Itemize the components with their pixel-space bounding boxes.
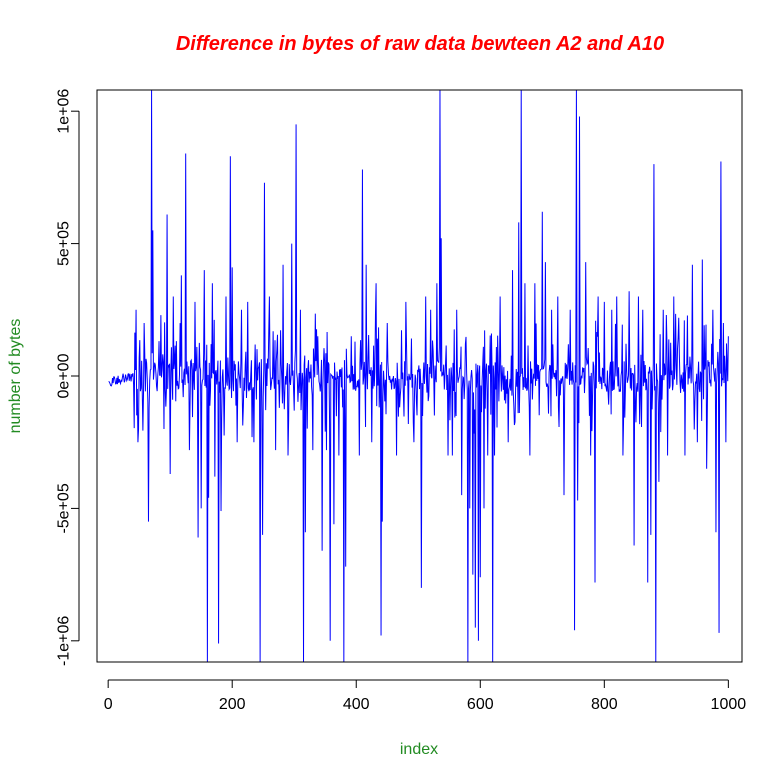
y-tick-label: 5e+05 xyxy=(56,221,73,266)
y-tick-label: -1e+06 xyxy=(56,616,73,666)
x-tick-label: 0 xyxy=(104,696,113,713)
chart-title: Difference in bytes of raw data bewteen … xyxy=(176,33,664,55)
y-tick-label: 0e+00 xyxy=(56,353,73,398)
y-tick-label: -5e+05 xyxy=(56,483,73,533)
x-tick-label: 200 xyxy=(219,696,246,713)
x-tick-label: 800 xyxy=(591,696,618,713)
x-axis: 0 200 400 600 800 1000 xyxy=(104,679,747,713)
series-line xyxy=(108,90,729,662)
x-tick-label: 600 xyxy=(467,696,494,713)
y-axis-label: number of bytes xyxy=(7,319,24,434)
x-tick-label: 1000 xyxy=(711,696,747,713)
y-tick-label: 1e+06 xyxy=(56,89,73,134)
plot-area xyxy=(108,90,729,662)
y-axis: -1e+06 -5e+05 0e+00 5e+05 1e+06 xyxy=(56,89,80,666)
x-axis-label: index xyxy=(400,741,438,758)
plot-frame xyxy=(96,89,743,663)
x-tick-label: 400 xyxy=(343,696,370,713)
